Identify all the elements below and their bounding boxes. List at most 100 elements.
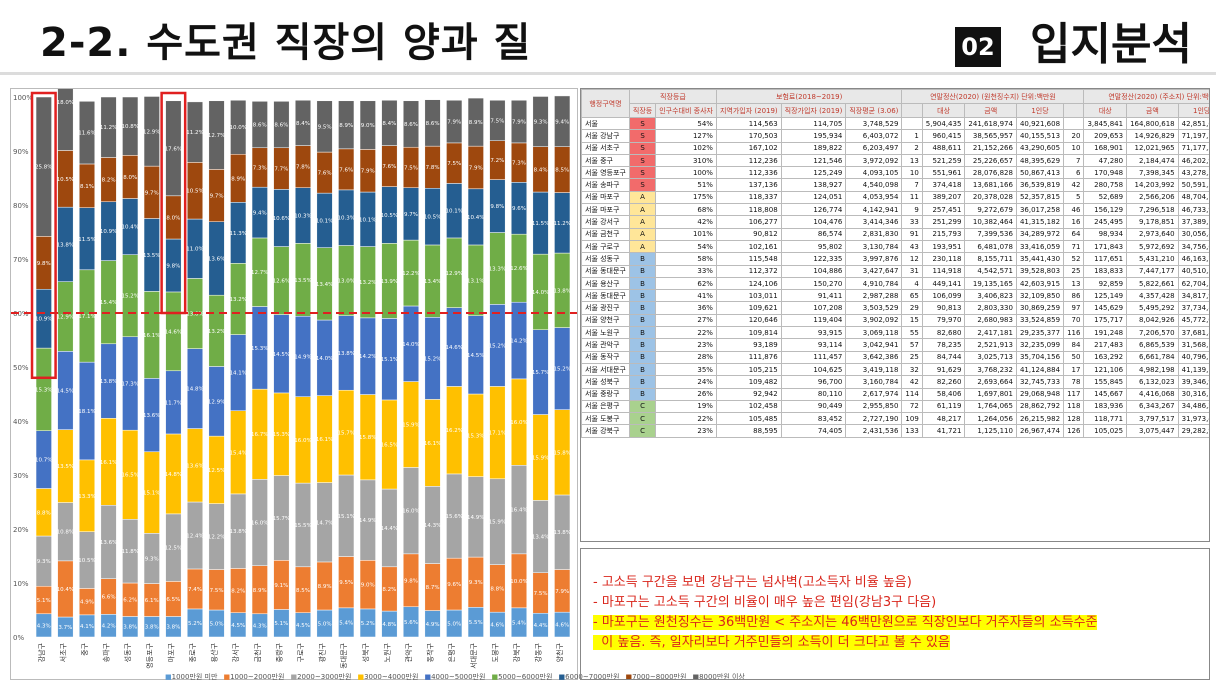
table-cell: 105,025: [1083, 424, 1128, 438]
district-data-table: 행정구역명 직장등급 보험료(2018~2019) 연말정산(2020) (원천…: [580, 88, 1210, 542]
table-cell: 16: [1063, 215, 1085, 229]
table-row: 서울 동작구 B 28% 111,876 111,457 3,642,386 25 84,74…: [581, 350, 1209, 364]
column-filter-header[interactable]: 직장평균 (3.06): [845, 103, 903, 118]
segment-label: 13.5%: [294, 278, 311, 284]
column-filter-header[interactable]: [1063, 103, 1085, 118]
table-cell: A: [628, 215, 657, 229]
table-cell: 83,452: [780, 412, 847, 426]
segment-label: 9.8%: [37, 261, 51, 267]
table-cell: 서울 중구: [581, 153, 630, 168]
table-cell: 118,337: [715, 190, 782, 205]
table-cell: 48,217: [921, 412, 966, 426]
table-cell: 서울 서대문구: [581, 362, 630, 377]
table-cell: 서울 광진구: [581, 301, 630, 315]
bar-segment: [143, 96, 160, 167]
table-column-header-row[interactable]: 직장등 인구수대비 종사자 지역가입자 (2019) 직장가입자 (2019) 직장평균…: [582, 103, 1209, 118]
segment-label: 10.9%: [100, 229, 117, 235]
table-cell: 12,021,965: [1126, 141, 1179, 155]
segment-label: 17.3%: [121, 381, 138, 387]
column-filter-header[interactable]: 금액: [1126, 103, 1179, 118]
table-cell: 9,178,851: [1126, 215, 1179, 229]
segment-label: 17.1%: [489, 431, 506, 437]
column-filter-header[interactable]: 지역가입자 (2019): [715, 103, 782, 118]
x-category-label: 강남구: [37, 642, 46, 662]
table-cell: 10: [901, 166, 923, 180]
y-tick-label: 70%: [13, 256, 29, 264]
table-cell: 168,901: [1083, 141, 1128, 155]
table-cell: 4,982,198: [1126, 362, 1179, 377]
x-category-label: 강동구: [534, 642, 543, 662]
column-filter-header[interactable]: 대상: [1083, 103, 1128, 118]
segment-label: 8.5%: [555, 168, 569, 174]
segment-label: 5.0%: [447, 622, 461, 628]
table-cell: 5,495,292: [1126, 301, 1179, 315]
segment-label: 6.6%: [102, 595, 116, 601]
table-row: 서울 강북구 C 23% 88,595 74,405 2,431,536 133 41,721…: [581, 424, 1209, 438]
x-category-label: 강북구: [512, 642, 521, 662]
segment-label: 12.9%: [57, 315, 74, 321]
table-cell: 101%: [655, 227, 717, 241]
table-cell: 4: [901, 276, 923, 291]
table-cell: 서울 관악구: [581, 338, 630, 352]
segment-label: 11.0%: [186, 247, 203, 253]
table-cell: 193,951: [921, 239, 966, 254]
segment-label: 7.3%: [512, 161, 526, 167]
table-cell: 서울 동대문구: [581, 289, 630, 303]
note-highlight-line: 이 높음. 즉, 일자리보다 거주민들의 소득이 더 크다고 볼 수 있음: [593, 631, 950, 650]
segment-label: 5.2%: [361, 621, 375, 627]
segment-label: 16.0%: [402, 509, 419, 515]
table-cell: 189,822: [780, 141, 847, 155]
segment-label: 9.7%: [210, 194, 224, 200]
table-cell: 74,405: [780, 424, 847, 438]
segment-label: 13.3%: [78, 494, 95, 500]
table-cell: 118,808: [715, 203, 782, 217]
column-filter-header[interactable]: 인구수대비 종사자: [655, 103, 717, 118]
table-cell: 26,215,982: [1015, 412, 1065, 426]
table-cell: 80,110: [780, 387, 847, 401]
segment-label: 5.1%: [274, 621, 288, 627]
y-tick-label: 0%: [13, 634, 24, 642]
column-filter-header[interactable]: 금액: [964, 103, 1017, 118]
column-filter-header[interactable]: 1인당: [1177, 103, 1209, 118]
segment-label: 13.2%: [208, 329, 225, 335]
segment-label: 10.5%: [186, 189, 203, 195]
table-cell: 93,915: [780, 326, 847, 340]
x-category-label: 관악구: [404, 642, 413, 662]
table-cell: 21,152,266: [964, 141, 1017, 155]
segment-label: 7.6%: [339, 167, 353, 173]
table-cell: 39,346,934: [1177, 375, 1209, 389]
table-cell: 서울 양천구: [581, 313, 630, 328]
column-filter-header[interactable]: [901, 103, 923, 118]
segment-label: 5.5%: [469, 620, 483, 626]
table-cell: 서울 용산구: [581, 276, 630, 291]
column-filter-header[interactable]: 직장등: [628, 103, 657, 118]
table-cell: 960,415: [921, 129, 966, 143]
column-filter-header[interactable]: 직장가입자 (2019): [780, 103, 847, 118]
table-cell: [901, 116, 923, 131]
table-row: 서울 동대문구 B 41% 103,011 91,411 2,987,288 65 106,0…: [581, 289, 1209, 303]
segment-label: 10.4%: [467, 215, 484, 221]
table-row: 서울 도봉구 C 22% 105,485 83,452 2,727,190 109 48,21…: [581, 412, 1209, 426]
table-cell: 30,056,806: [1177, 227, 1209, 241]
table-row: 서울 동대문구 B 33% 112,372 104,886 3,427,647 31 114,…: [581, 264, 1209, 278]
segment-label: 9.7%: [145, 190, 159, 196]
table-cell: 86,574: [780, 227, 847, 241]
income-distribution-chart: 100% 90% 80% 70% 60% 50% 40% 30% 20% 10% 0% 4.3% 5.1…: [10, 53, 578, 680]
column-filter-header[interactable]: 대상: [921, 103, 966, 118]
segment-label: 14.1%: [229, 371, 246, 377]
table-row: 서울 중랑구 B 26% 92,942 80,110 2,617,974 114 58,406…: [581, 387, 1209, 401]
table-cell: 90,449: [780, 399, 847, 414]
table-cell: 55: [901, 326, 923, 340]
table-cell: 41,139,151: [1177, 362, 1209, 377]
table-cell: S: [628, 141, 657, 155]
table-cell: 488,611: [921, 141, 966, 155]
table-cell: 521,259: [921, 153, 966, 168]
note-line: - 마포구는 원천징수는 36백만원 < 주소지는 46백만원으로 직장인보다 …: [593, 615, 1098, 630]
table-cell: 10,382,464: [964, 215, 1017, 229]
table-cell: 124,051: [780, 190, 847, 205]
table-cell: 61,119: [921, 399, 966, 414]
segment-label: 14.6%: [445, 345, 462, 351]
table-cell: 40,155,513: [1015, 129, 1065, 143]
table-cell: 2,803,330: [964, 301, 1017, 315]
column-filter-header[interactable]: 1인당: [1015, 103, 1065, 118]
